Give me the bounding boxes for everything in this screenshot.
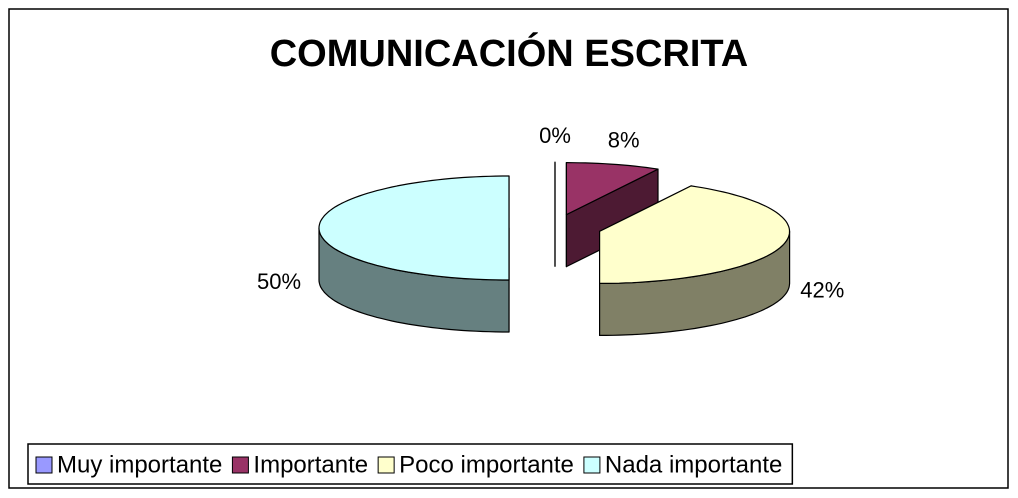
slice-top: [565, 162, 659, 216]
slice-top: [599, 185, 791, 284]
legend-swatch: [583, 456, 601, 474]
legend: Muy importante Importante Poco importante N…: [27, 443, 794, 485]
data-label: 8%: [608, 128, 640, 153]
legend-swatch: [231, 456, 249, 474]
legend-swatch: [35, 456, 53, 474]
slice-top: [318, 175, 510, 281]
legend-label: Importante: [253, 451, 368, 478]
legend-label: Nada importante: [605, 451, 782, 478]
chart-title: COMUNICACIÓN ESCRITA: [270, 31, 749, 75]
pie: 0% 8% 42% 50%: [257, 123, 844, 336]
legend-label: Poco importante: [399, 451, 574, 478]
legend-label: Muy importante: [57, 451, 222, 478]
legend-box: [27, 443, 794, 485]
data-label: 0%: [539, 123, 571, 148]
data-label: 50%: [257, 269, 301, 294]
legend-swatch: [377, 456, 395, 474]
data-label: 42%: [800, 278, 844, 303]
